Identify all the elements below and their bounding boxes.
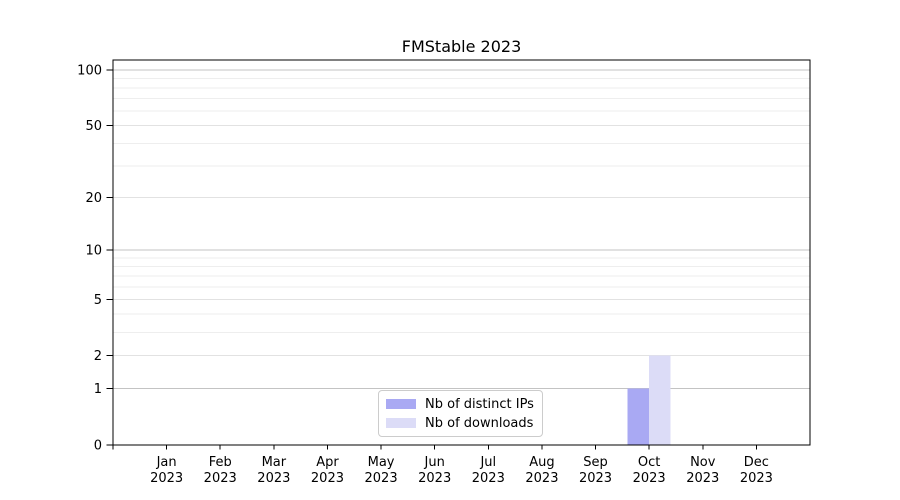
- plot-frame: [112, 59, 811, 446]
- x-tick-label-month: Oct: [638, 455, 660, 470]
- x-tick-label-year: 2023: [579, 471, 612, 486]
- x-tick-label-year: 2023: [740, 471, 773, 486]
- y-tick-label: 100: [77, 64, 102, 79]
- chart-title: FMStable 2023: [401, 37, 522, 56]
- legend-item-downloads: Nb of downloads: [386, 416, 542, 431]
- y-tick-label: 0: [94, 439, 102, 454]
- legend-swatch-downloads: [386, 418, 416, 428]
- x-tick-label-month: May: [368, 455, 395, 470]
- legend-label-distinct-ips: Nb of distinct IPs: [425, 396, 534, 412]
- x-tick-label-month: Jul: [479, 455, 496, 470]
- x-tick-label-year: 2023: [686, 471, 719, 486]
- x-tick-label-year: 2023: [633, 471, 666, 486]
- legend-item-distinct-ips: Nb of distinct IPs: [386, 397, 542, 412]
- y-tick-label: 2: [94, 349, 102, 364]
- x-tick-label-year: 2023: [525, 471, 558, 486]
- x-tick-label-year: 2023: [418, 471, 451, 486]
- x-tick-label-year: 2023: [257, 471, 290, 486]
- x-tick-label-month: Jun: [424, 455, 445, 470]
- y-tick-label: 10: [85, 244, 102, 259]
- x-tick-label-month: Jan: [156, 455, 177, 470]
- x-tick-label-year: 2023: [311, 471, 344, 486]
- legend-label-downloads: Nb of downloads: [425, 415, 534, 431]
- x-tick-label-month: Aug: [529, 455, 554, 470]
- x-tick-label-year: 2023: [365, 471, 398, 486]
- x-tick-label-month: Sep: [583, 455, 608, 470]
- x-tick-label-year: 2023: [150, 471, 183, 486]
- y-tick-label: 20: [85, 191, 102, 206]
- x-tick-label-year: 2023: [472, 471, 505, 486]
- x-tick-label-month: Apr: [316, 455, 339, 470]
- legend: Nb of distinct IPs Nb of downloads: [378, 390, 543, 437]
- y-tick-label: 50: [85, 119, 102, 134]
- nb-of-downloads-bar: [649, 355, 671, 445]
- x-tick-label-month: Feb: [209, 455, 232, 470]
- x-tick-label-month: Nov: [690, 455, 716, 470]
- y-tick-label: 5: [94, 293, 102, 308]
- x-tick-label-month: Mar: [262, 455, 287, 470]
- x-tick-label-year: 2023: [204, 471, 237, 486]
- nb-of-distinct-ips-bar: [627, 388, 650, 445]
- legend-swatch-distinct-ips: [386, 399, 416, 409]
- x-tick-label-month: Dec: [744, 455, 769, 470]
- y-tick-label: 1: [94, 382, 102, 397]
